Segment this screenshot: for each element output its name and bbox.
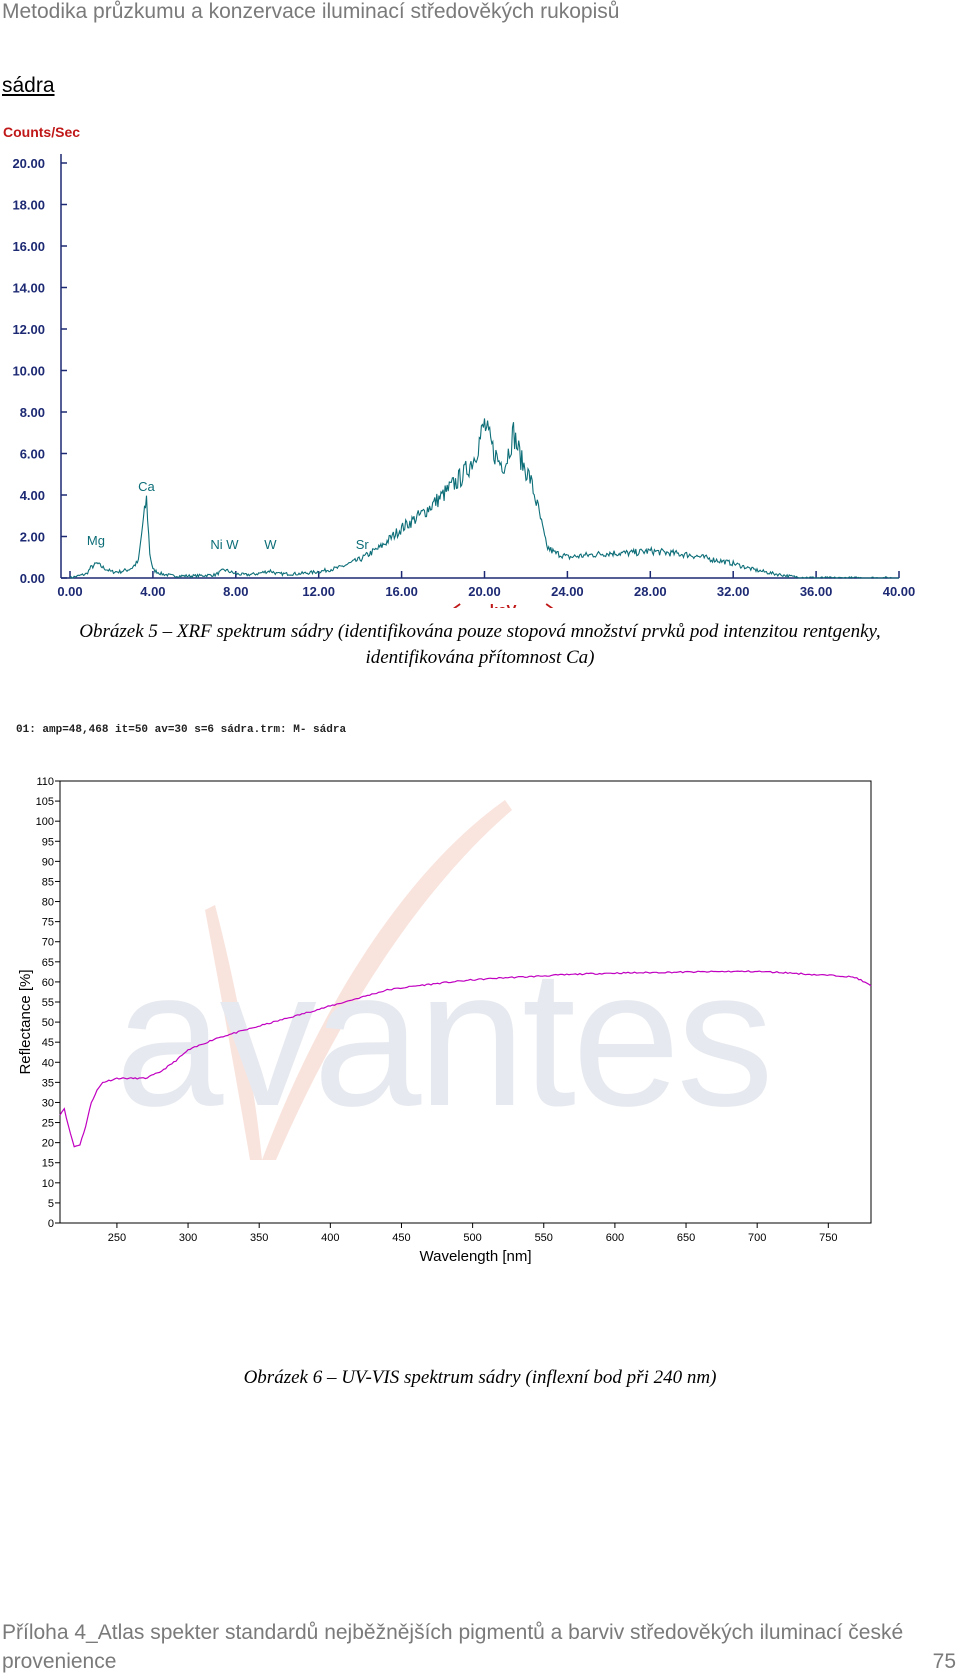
uvvis-y-tick-label: 25	[42, 1118, 54, 1130]
xrf-left-arrow-icon	[453, 603, 461, 608]
running-header: Metodika průzkumu a konzervace iluminací…	[2, 0, 620, 23]
xrf-element-label: Ca	[138, 479, 155, 494]
xrf-y-axis-label: Counts/Sec	[3, 124, 80, 140]
watermark-text: avantes	[115, 929, 770, 1147]
page-footer: Příloha 4_Atlas spekter standardů nejběž…	[2, 1618, 956, 1676]
uvvis-y-tick-label: 95	[42, 836, 54, 848]
uvvis-reflectance-line	[59, 970, 872, 1148]
figure-6-caption: Obrázek 6 – UV-VIS spektrum sádry (infle…	[243, 1367, 717, 1388]
uvvis-x-tick-label: 550	[535, 1232, 553, 1244]
uvvis-info-line: 01: amp=48,468 it=50 av=30 s=6 sádra.trm…	[16, 724, 346, 736]
footer-line-2: provenience	[2, 1650, 117, 1673]
uvvis-y-tick-label: 80	[42, 897, 54, 909]
xrf-y-tick-label: 8.00	[20, 405, 45, 420]
uvvis-y-tick-label: 35	[42, 1077, 54, 1089]
watermark-swoosh-icon	[262, 800, 512, 1160]
xrf-y-tick-label: 20.00	[12, 156, 45, 171]
xrf-y-tick-label: 2.00	[20, 530, 45, 545]
uvvis-x-tick-label: 450	[392, 1232, 410, 1244]
xrf-y-tick-label: 0.00	[20, 571, 45, 586]
page-number: 75	[932, 1650, 956, 1673]
xrf-x-tick-label: 16.00	[385, 584, 418, 599]
uvvis-y-tick-label: 30	[42, 1097, 54, 1109]
uvvis-y-tick-label: 60	[42, 977, 54, 989]
xrf-element-label: Sr	[356, 537, 370, 552]
uvvis-y-tick-label: 90	[42, 856, 54, 868]
xrf-element-label: Ni W	[210, 537, 239, 552]
xrf-y-tick-label: 4.00	[20, 488, 45, 503]
xrf-x-tick-label: 20.00	[468, 584, 501, 599]
section-title: sádra	[2, 74, 55, 97]
uvvis-y-tick-label: 40	[42, 1057, 54, 1069]
uvvis-x-tick-label: 600	[606, 1232, 624, 1244]
uvvis-x-tick-label: 300	[179, 1232, 197, 1244]
figure-5-caption-line-1: Obrázek 5 – XRF spektrum sádry (identifi…	[79, 621, 881, 642]
footer-line-1: Příloha 4_Atlas spekter standardů nejběž…	[2, 1621, 904, 1644]
uvvis-x-tick-label: 350	[250, 1232, 268, 1244]
xrf-right-arrow-icon	[545, 603, 554, 608]
uvvis-x-tick-label: 650	[677, 1232, 695, 1244]
uvvis-y-tick-label: 45	[42, 1037, 54, 1049]
uvvis-x-tick-label: 750	[819, 1232, 837, 1244]
xrf-x-tick-label: 32.00	[717, 584, 750, 599]
xrf-spectrum-line	[69, 418, 899, 579]
xrf-y-tick-label: 10.00	[12, 364, 45, 379]
uvvis-y-tick-label: 15	[42, 1158, 54, 1170]
xrf-y-tick-label: 16.00	[12, 239, 45, 254]
xrf-x-tick-label: 36.00	[800, 584, 833, 599]
uvvis-y-tick-label: 100	[36, 816, 54, 828]
xrf-y-tick-label: 18.00	[12, 198, 45, 213]
xrf-y-tick-label: 14.00	[12, 281, 45, 296]
xrf-x-axis-label: keV	[490, 602, 517, 608]
xrf-x-tick-label: 4.00	[140, 584, 165, 599]
uvvis-y-tick-label: 70	[42, 937, 54, 949]
uvvis-x-tick-label: 400	[321, 1232, 339, 1244]
uvvis-x-tick-label: 500	[463, 1232, 481, 1244]
uvvis-y-tick-label: 105	[36, 796, 54, 808]
xrf-x-tick-label: 40.00	[883, 584, 916, 599]
uvvis-plot-area	[59, 780, 872, 1224]
xrf-x-tick-label: 0.00	[57, 584, 82, 599]
avantes-watermark-logo: avantes	[115, 800, 774, 1160]
uvvis-y-tick-label: 20	[42, 1138, 54, 1150]
xrf-spectrum-chart: Counts/Sec 0.00 2.00 4.00 6.00 8.00 10.00 12.00…	[3, 124, 916, 608]
figure-5-caption: Obrázek 5 – XRF spektrum sádry (identifi…	[0, 619, 960, 671]
xrf-x-tick-label: 28.00	[634, 584, 667, 599]
uvvis-y-tick-label: 50	[42, 1017, 54, 1029]
uvvis-y-tick-label: 110	[36, 776, 54, 788]
uvvis-y-axis-label: Reflectance [%]	[17, 969, 34, 1074]
xrf-x-tick-label: 8.00	[223, 584, 248, 599]
xrf-y-tick-label: 12.00	[12, 322, 45, 337]
xrf-y-tick-label: 6.00	[20, 447, 45, 462]
uvvis-spectrum-chart: 01: amp=48,468 it=50 av=30 s=6 sádra.trm…	[16, 724, 872, 1265]
uvvis-y-tick-label: 75	[42, 917, 54, 929]
xrf-element-label: W	[264, 537, 277, 552]
uvvis-x-tick-label: 700	[748, 1232, 766, 1244]
uvvis-y-tick-label: 65	[42, 957, 54, 969]
xrf-x-tick-label: 24.00	[551, 584, 584, 599]
uvvis-x-axis-label: Wavelength [nm]	[420, 1248, 532, 1265]
figure-5-caption-line-2: identifikována přítomnost Ca)	[365, 647, 595, 668]
uvvis-y-tick-label: 55	[42, 997, 54, 1009]
xrf-element-label: Mg	[87, 533, 105, 548]
uvvis-y-tick-label: 0	[48, 1218, 54, 1230]
uvvis-x-tick-label: 250	[108, 1232, 126, 1244]
uvvis-y-tick-label: 10	[42, 1178, 54, 1190]
uvvis-y-tick-label: 5	[48, 1198, 54, 1210]
xrf-x-tick-label: 12.00	[302, 584, 335, 599]
uvvis-y-tick-label: 85	[42, 876, 54, 888]
